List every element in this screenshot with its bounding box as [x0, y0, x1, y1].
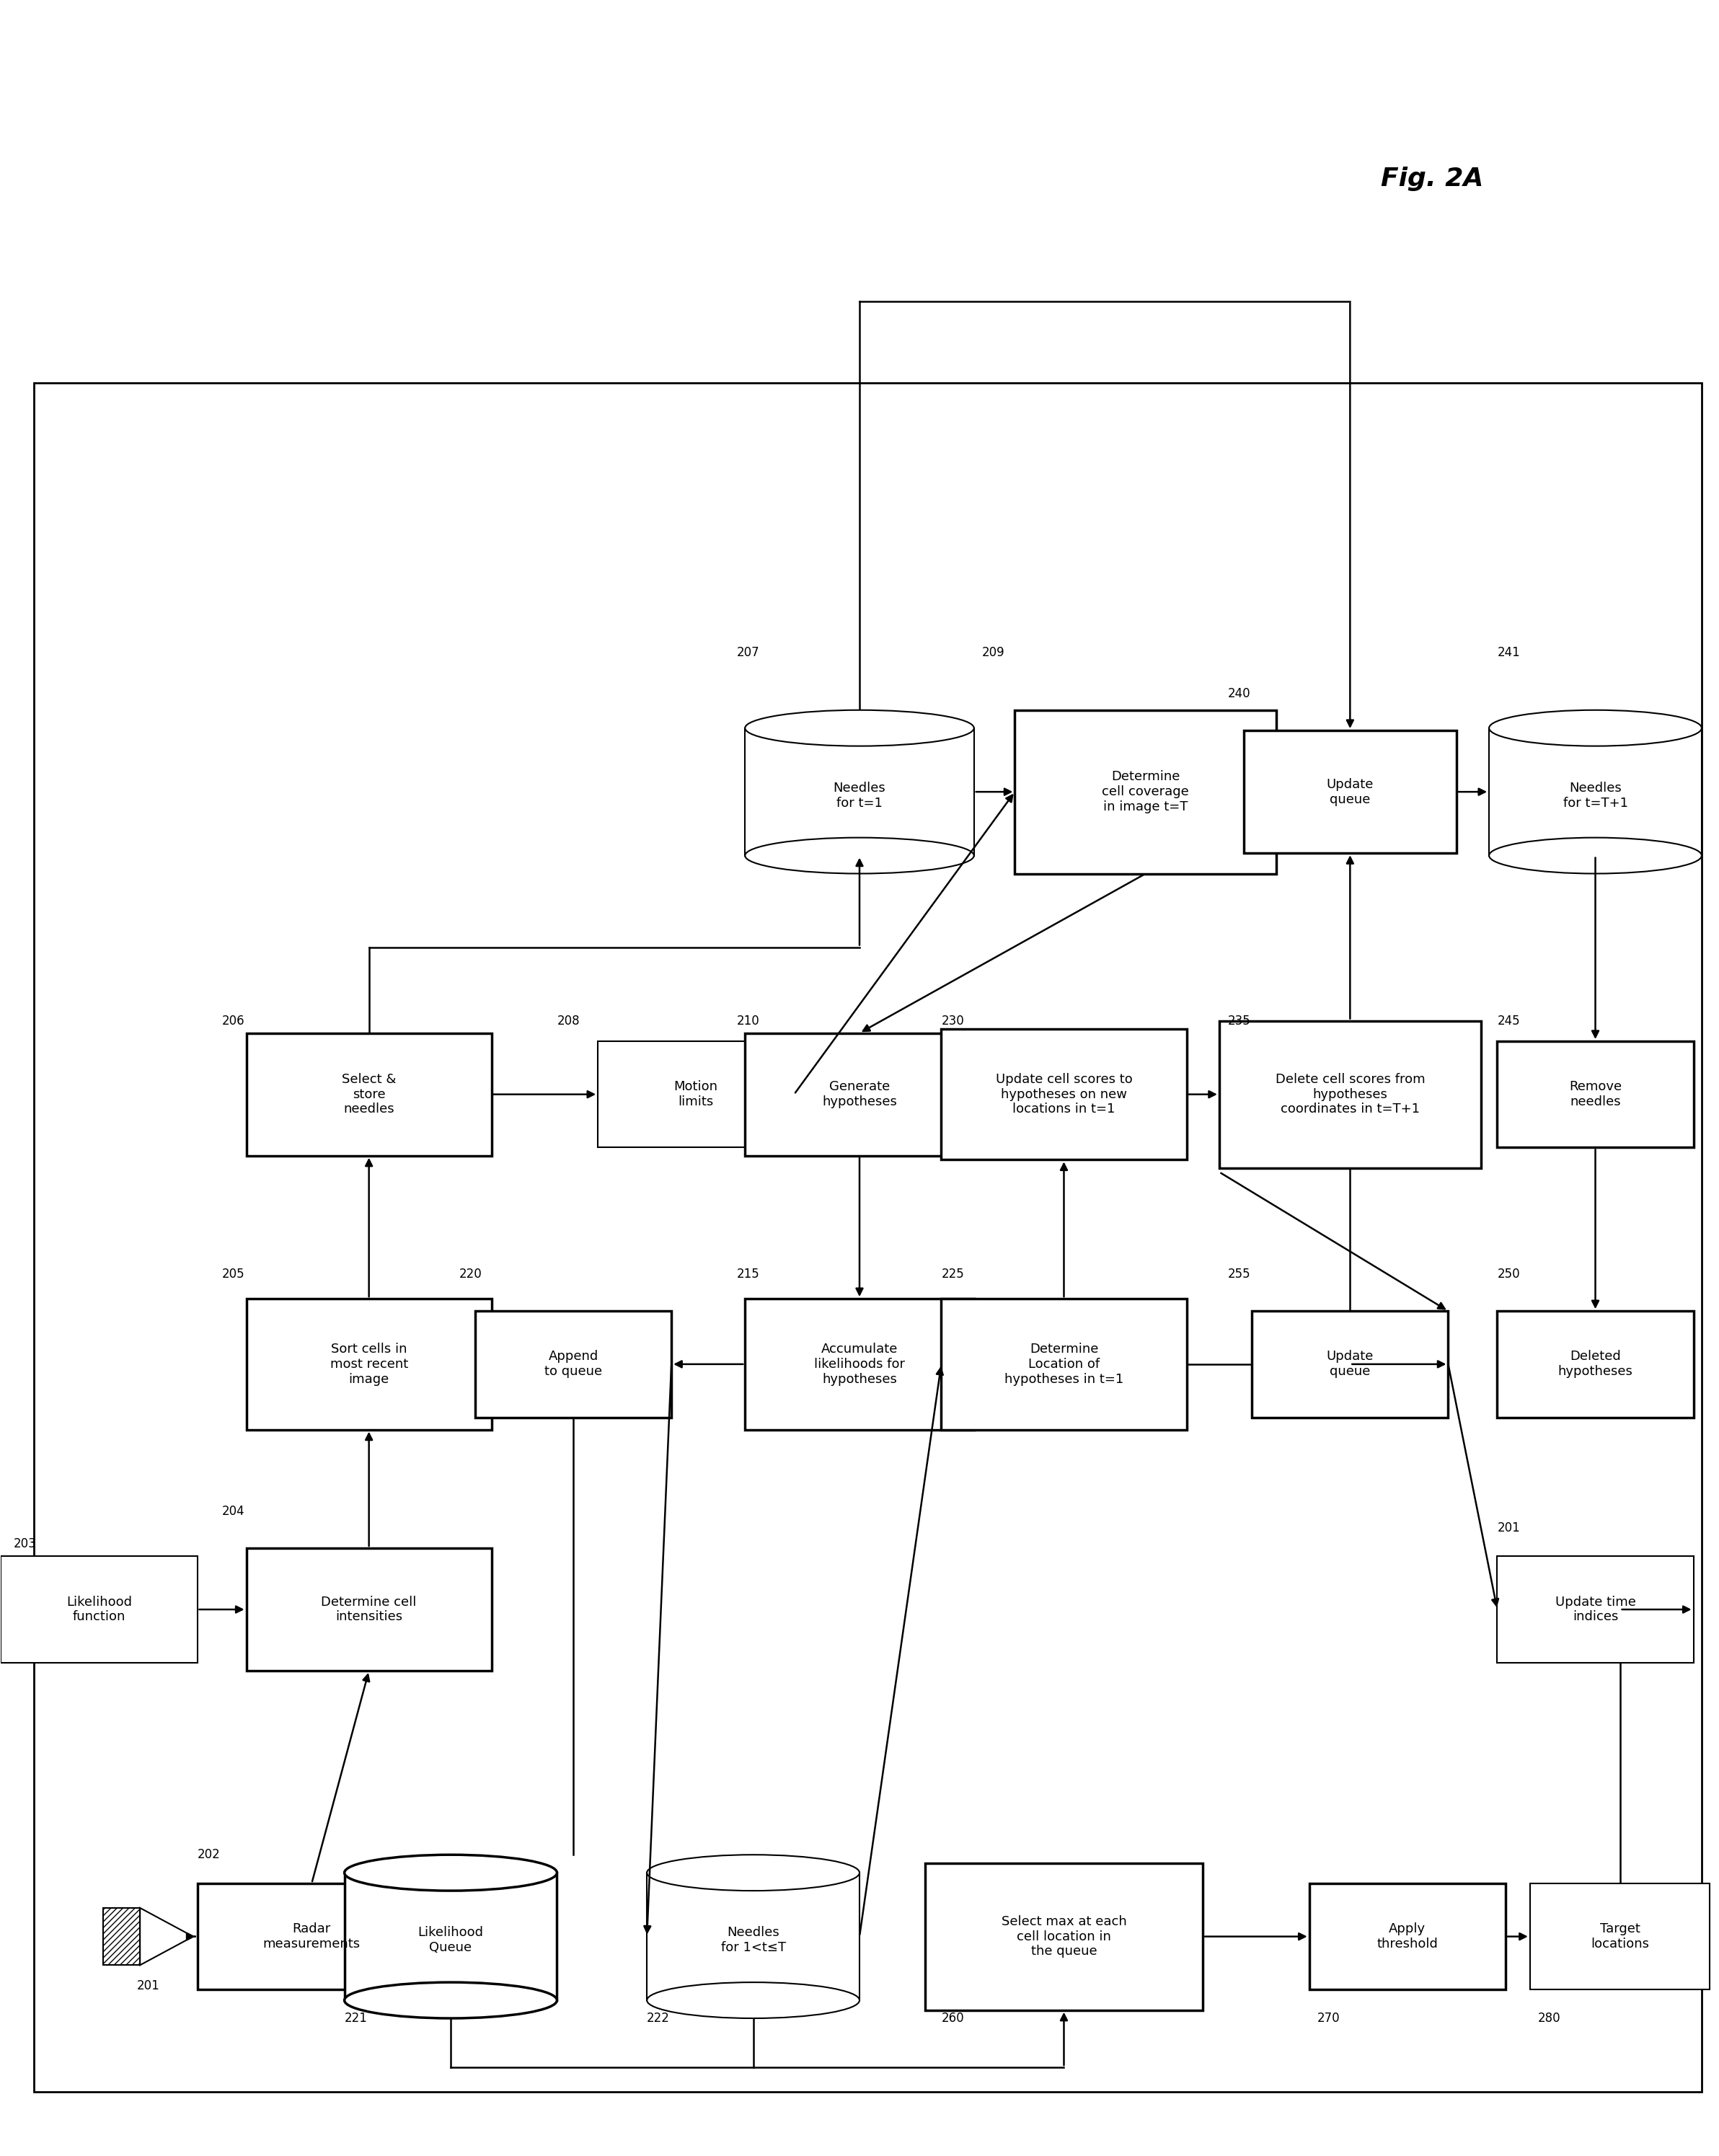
Text: Generate
hypotheses: Generate hypotheses	[822, 1080, 897, 1108]
Text: Determine cell
intensities: Determine cell intensities	[321, 1595, 416, 1623]
Bar	[646, 1874, 859, 2001]
Text: 209: 209	[982, 647, 1006, 660]
Text: Likelihood
function: Likelihood function	[67, 1595, 132, 1623]
Text: Update
queue: Update queue	[1327, 778, 1373, 806]
Text: 235: 235	[1227, 1013, 1250, 1026]
FancyBboxPatch shape	[1014, 709, 1277, 873]
Text: Radar
measurements: Radar measurements	[263, 1923, 361, 1951]
Text: 206: 206	[222, 1013, 244, 1026]
FancyBboxPatch shape	[1245, 731, 1456, 854]
Text: 208: 208	[557, 1013, 579, 1026]
FancyBboxPatch shape	[198, 1884, 426, 1990]
Bar	[744, 729, 975, 856]
Ellipse shape	[646, 1981, 859, 2018]
Ellipse shape	[744, 839, 975, 873]
Text: Update time
indices: Update time indices	[1556, 1595, 1636, 1623]
Text: 250: 250	[1497, 1268, 1520, 1281]
Bar	[344, 1874, 557, 2001]
Polygon shape	[139, 1908, 193, 1964]
FancyBboxPatch shape	[1497, 1041, 1693, 1147]
FancyBboxPatch shape	[925, 1863, 1203, 2009]
FancyBboxPatch shape	[2, 1557, 198, 1662]
Text: 255: 255	[1227, 1268, 1250, 1281]
FancyBboxPatch shape	[1497, 1557, 1693, 1662]
Text: 220: 220	[459, 1268, 481, 1281]
FancyBboxPatch shape	[1530, 1884, 1710, 1990]
Text: 204: 204	[222, 1505, 244, 1518]
FancyBboxPatch shape	[598, 1041, 794, 1147]
Text: Deleted
hypotheses: Deleted hypotheses	[1557, 1350, 1633, 1378]
FancyBboxPatch shape	[474, 1311, 672, 1416]
FancyBboxPatch shape	[246, 1298, 492, 1429]
Text: 240: 240	[1227, 688, 1250, 701]
Text: 221: 221	[344, 2012, 368, 2024]
Ellipse shape	[1489, 709, 1702, 746]
Text: 203: 203	[14, 1537, 36, 1550]
Ellipse shape	[744, 709, 975, 746]
Text: Apply
threshold: Apply threshold	[1377, 1923, 1437, 1951]
Text: Select &
store
needles: Select & store needles	[342, 1074, 395, 1117]
Text: 225: 225	[942, 1268, 964, 1281]
Text: Remove
needles: Remove needles	[1569, 1080, 1621, 1108]
FancyBboxPatch shape	[744, 1033, 975, 1156]
Text: 222: 222	[646, 2012, 670, 2024]
Text: Sort cells in
most recent
image: Sort cells in most recent image	[330, 1343, 407, 1386]
Text: 241: 241	[1497, 647, 1520, 660]
FancyBboxPatch shape	[1497, 1311, 1693, 1416]
Text: 260: 260	[942, 2012, 964, 2024]
Bar	[34, 384, 1702, 2091]
Text: Fig. 2A: Fig. 2A	[1380, 166, 1483, 192]
Ellipse shape	[1489, 839, 1702, 873]
Ellipse shape	[646, 1854, 859, 1891]
Text: Update
queue: Update queue	[1327, 1350, 1373, 1378]
FancyBboxPatch shape	[744, 1298, 975, 1429]
Text: 270: 270	[1317, 2012, 1341, 2024]
Text: 215: 215	[737, 1268, 760, 1281]
Text: Accumulate
likelihoods for
hypotheses: Accumulate likelihoods for hypotheses	[815, 1343, 904, 1386]
FancyBboxPatch shape	[942, 1028, 1186, 1160]
Text: 202: 202	[198, 1848, 220, 1861]
Text: 280: 280	[1539, 2012, 1561, 2024]
Text: Needles
for t=1: Needles for t=1	[834, 780, 885, 808]
Text: Update cell scores to
hypotheses on new
locations in t=1: Update cell scores to hypotheses on new …	[995, 1074, 1133, 1117]
Text: Motion
limits: Motion limits	[674, 1080, 719, 1108]
Text: 205: 205	[222, 1268, 244, 1281]
Text: 210: 210	[737, 1013, 760, 1026]
Text: Select max at each
cell location in
the queue: Select max at each cell location in the …	[1000, 1915, 1126, 1958]
Text: 245: 245	[1497, 1013, 1520, 1026]
Polygon shape	[103, 1908, 139, 1964]
Ellipse shape	[344, 1981, 557, 2018]
Text: Needles
for 1<t≤T: Needles for 1<t≤T	[720, 1925, 786, 1953]
Text: Needles
for t=T+1: Needles for t=T+1	[1563, 780, 1628, 808]
Text: 201: 201	[1497, 1522, 1520, 1535]
Text: Likelihood
Queue: Likelihood Queue	[418, 1925, 483, 1953]
Text: 230: 230	[942, 1013, 964, 1026]
Text: Append
to queue: Append to queue	[545, 1350, 602, 1378]
Text: Target
locations: Target locations	[1590, 1923, 1649, 1951]
Bar	[1489, 729, 1702, 856]
Ellipse shape	[344, 1854, 557, 1891]
FancyBboxPatch shape	[246, 1548, 492, 1671]
FancyBboxPatch shape	[1251, 1311, 1447, 1416]
FancyBboxPatch shape	[1219, 1020, 1480, 1169]
Text: Determine
cell coverage
in image t=T: Determine cell coverage in image t=T	[1102, 770, 1190, 813]
Text: 207: 207	[737, 647, 760, 660]
FancyBboxPatch shape	[246, 1033, 492, 1156]
FancyBboxPatch shape	[1310, 1884, 1506, 1990]
Text: Delete cell scores from
hypotheses
coordinates in t=T+1: Delete cell scores from hypotheses coord…	[1275, 1074, 1425, 1117]
FancyBboxPatch shape	[942, 1298, 1186, 1429]
Text: Determine
Location of
hypotheses in t=1: Determine Location of hypotheses in t=1	[1004, 1343, 1124, 1386]
Text: 201: 201	[138, 1979, 160, 1992]
